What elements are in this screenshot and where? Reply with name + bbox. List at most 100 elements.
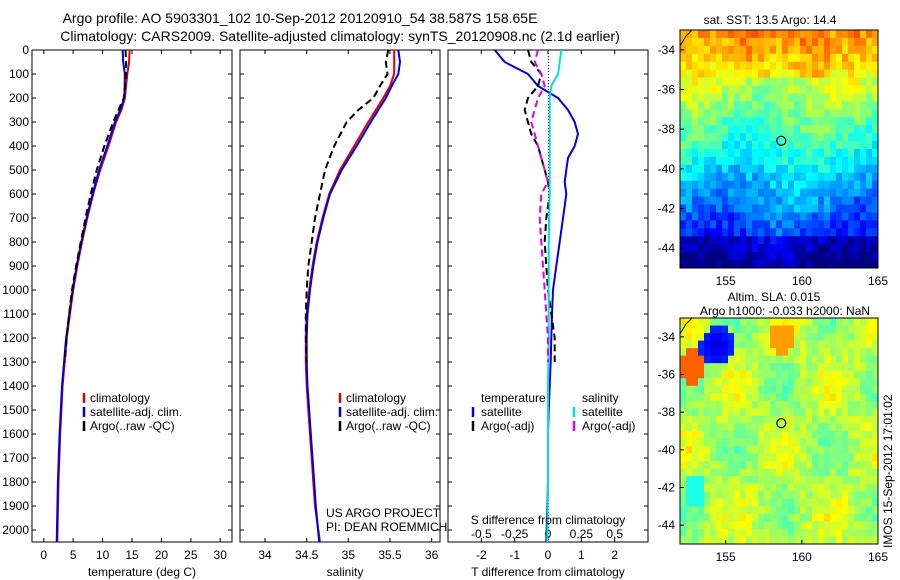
x-tick-label: 155 [716,550,736,564]
temperature-ticks: 0100200300400500600700800900100011001200… [2,43,232,562]
s-tick-label: 0.25 [570,527,594,541]
sst-heatmap [680,30,878,268]
series-line-argo-raw-qc- [304,50,390,363]
sst-map-ticks: 155 160 165 -34 -36 -38 -40 -42 -44 [658,43,889,288]
temperature-axes-box [31,49,233,543]
salinity-axes-box [239,49,441,543]
sla-map-subtitle: Argo h1000: -0.033 h2000: NaN [700,304,870,318]
y-tick-label: 1800 [2,475,29,489]
series-line-t-satellite [493,50,580,542]
y-tick-label: -36 [658,83,676,97]
series-line-climatology [304,50,396,542]
series-line-s-argo-adj- [530,50,550,362]
y-tick-label: 300 [9,115,29,129]
series-line-s-satellite [546,50,563,542]
y-tick-label: 1500 [2,403,29,417]
y-tick-label: 400 [9,139,29,153]
y-tick-label: 800 [9,235,29,249]
legend-header-temperature: temperature [481,391,546,405]
y-tick-label: 1600 [2,427,29,441]
salinity-xlabel: salinity [327,565,364,579]
temperature-panel: 0100200300400500600700800900100011001200… [2,43,233,579]
y-tick-label: 1700 [2,451,29,465]
legend-label: satellite-adj. clim. [346,405,438,419]
series-line-climatology [56,50,131,542]
temperature-curves [55,50,131,542]
difference-curves [493,50,580,542]
sla-map-title: Altim. SLA: 0.015 [728,290,821,304]
legend-label: satellite [582,405,623,419]
y-tick-label: 1400 [2,379,29,393]
temperature-xlabel: temperature (deg C) [88,565,196,579]
legend-label: Argo(..raw -QC) [346,419,431,433]
x-tick-label: 5 [70,548,77,562]
x-tick-label: 165 [868,550,888,564]
sla-map-ticks: 155 160 165 -34 -36 -38 -40 -42 -44 [658,330,889,564]
y-tick-label: -34 [658,43,676,57]
series-line-satellite-adj-clim- [305,50,402,542]
y-tick-label: 1300 [2,355,29,369]
x-tick-label: 20 [155,548,169,562]
x-tick-label: 1 [578,548,585,562]
y-tick-label: -42 [658,481,676,495]
y-tick-label: 200 [9,91,29,105]
y-tick-label: 1100 [3,307,29,321]
x-tick-label: 34.5 [295,548,319,562]
y-tick-label: 1200 [2,331,29,345]
x-tick-label: 160 [792,550,812,564]
argo-float-marker [776,135,787,146]
sst-map-panel: sat. SST: 13.5 Argo: 14.4 155 160 165 -34 -3… [658,13,889,288]
legend-label: satellite [481,405,522,419]
legend-label: climatology [346,391,406,405]
sst-map-frame [679,29,879,269]
sla-heatmap [680,318,878,544]
y-tick-label: 100 [9,67,29,81]
s-tick-label: -0.25 [501,527,529,541]
y-tick-label: -36 [658,368,676,382]
x-tick-label: 0 [545,548,552,562]
y-tick-label: 600 [9,187,29,201]
x-tick-label: -1 [509,548,520,562]
sla-map-panel: Altim. SLA: 0.015 Argo h1000: -0.033 h20… [658,290,889,564]
x-tick-label: 35 [342,548,356,562]
legend-label: Argo(..raw -QC) [90,419,175,433]
x-tick-label: 36 [425,548,439,562]
legend-label: Argo(-adj) [481,419,534,433]
x-tick-label: 30 [214,548,228,562]
coastline [680,30,693,47]
legend-header-salinity: salinity [582,391,619,405]
x-tick-label: 160 [792,274,812,288]
legend-label: satellite-adj. clim. [90,405,182,419]
x-tick-label: 0 [40,548,47,562]
y-tick-label: -38 [658,122,676,136]
legend-label: Argo(-adj) [582,419,635,433]
y-tick-label: -42 [658,202,676,216]
x-tick-label: 2 [611,548,618,562]
salinity-curves [304,50,402,542]
coastline [680,318,693,335]
x-tick-label: -2 [476,548,487,562]
project-annotation: US ARGO PROJECT [326,506,441,520]
t-difference-xlabel: T difference from climatology [471,565,625,579]
y-tick-label: 0 [22,43,29,57]
y-tick-label: -44 [658,518,676,532]
y-tick-label: -40 [658,162,676,176]
pi-annotation: PI: DEAN ROEMMICH [326,520,447,534]
y-tick-label: 900 [9,259,29,273]
series-line-t-argo-adj- [523,50,556,362]
x-tick-label: 35.5 [378,548,402,562]
x-tick-label: 25 [184,548,198,562]
x-tick-label: 165 [868,274,888,288]
salinity-panel: 34 34.5 35 35.5 36 salinity climatologysatel… [239,49,447,579]
y-tick-label: -38 [658,405,676,419]
s-tick-label: 0.5 [606,527,623,541]
x-tick-label: 155 [716,274,736,288]
argo-float-marker [776,418,787,429]
y-tick-label: 1900 [2,499,29,513]
x-tick-label: 34 [258,548,272,562]
y-tick-label: -44 [658,241,676,255]
